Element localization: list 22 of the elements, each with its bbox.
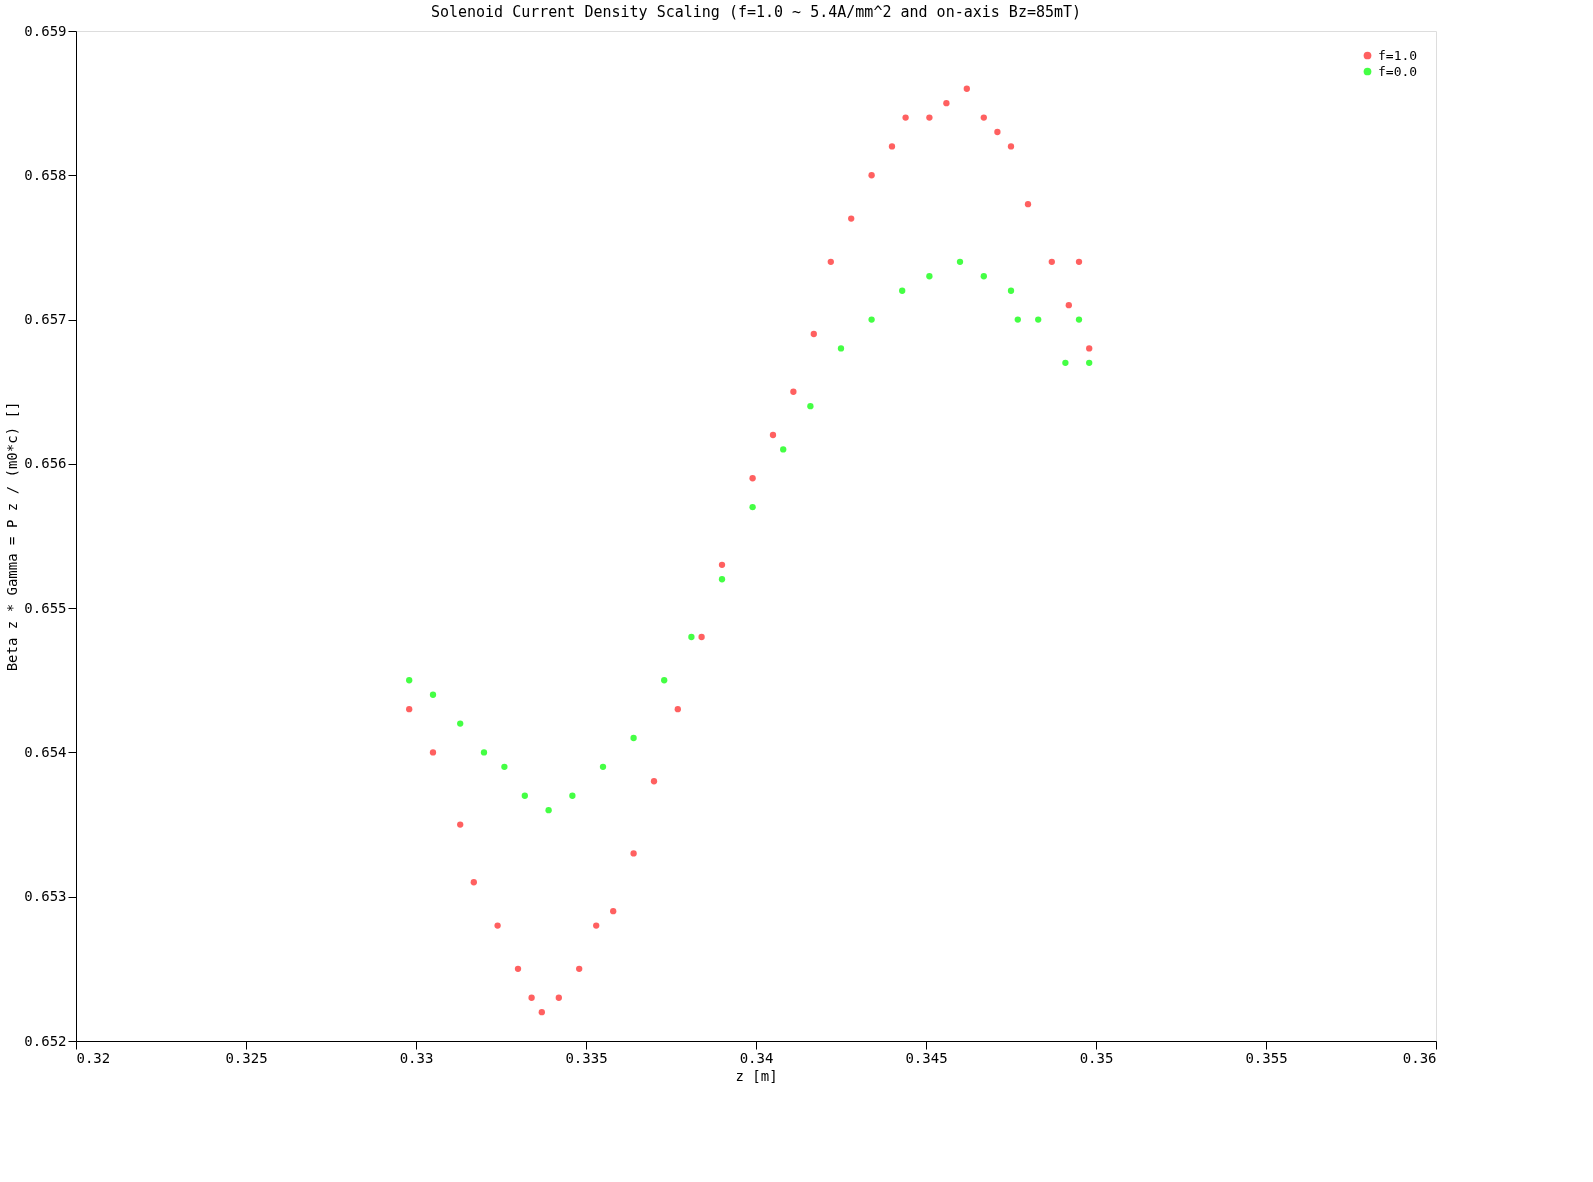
legend-label: f=1.0	[1378, 47, 1418, 63]
x-tick-label: 0.33	[399, 1049, 434, 1066]
x-tick-label: 0.36	[1402, 1049, 1437, 1066]
y-tick-label: 0.654	[24, 743, 67, 760]
legend-label: f=0.0	[1378, 63, 1418, 79]
y-tick-label: 0.653	[24, 888, 67, 905]
y-axis-title: Beta z * Gamma = P z / (m0*c) []	[4, 401, 21, 672]
x-tick-label: 0.325	[225, 1049, 268, 1066]
x-tick-label: 0.35	[1079, 1049, 1114, 1066]
x-tick-label: 0.355	[1245, 1049, 1288, 1066]
x-tick-label: 0.335	[565, 1049, 608, 1066]
chart-title: Solenoid Current Density Scaling (f=1.0 ~ 5.4A/mm^2 and on-axis Bz=85mT)	[430, 3, 1082, 21]
y-tick-label: 0.656	[24, 455, 67, 472]
y-tick-label: 0.658	[24, 166, 67, 183]
x-axis-title: z [m]	[735, 1067, 778, 1084]
x-tick-label: 0.345	[905, 1049, 948, 1066]
y-tick-label: 0.655	[24, 599, 67, 616]
y-tick-label: 0.652	[24, 1032, 67, 1049]
y-tick-label: 0.657	[24, 311, 67, 328]
x-tick-label: 0.34	[739, 1049, 774, 1066]
y-tick-label: 0.659	[24, 22, 67, 39]
x-tick-label: 0.32	[76, 1049, 111, 1066]
